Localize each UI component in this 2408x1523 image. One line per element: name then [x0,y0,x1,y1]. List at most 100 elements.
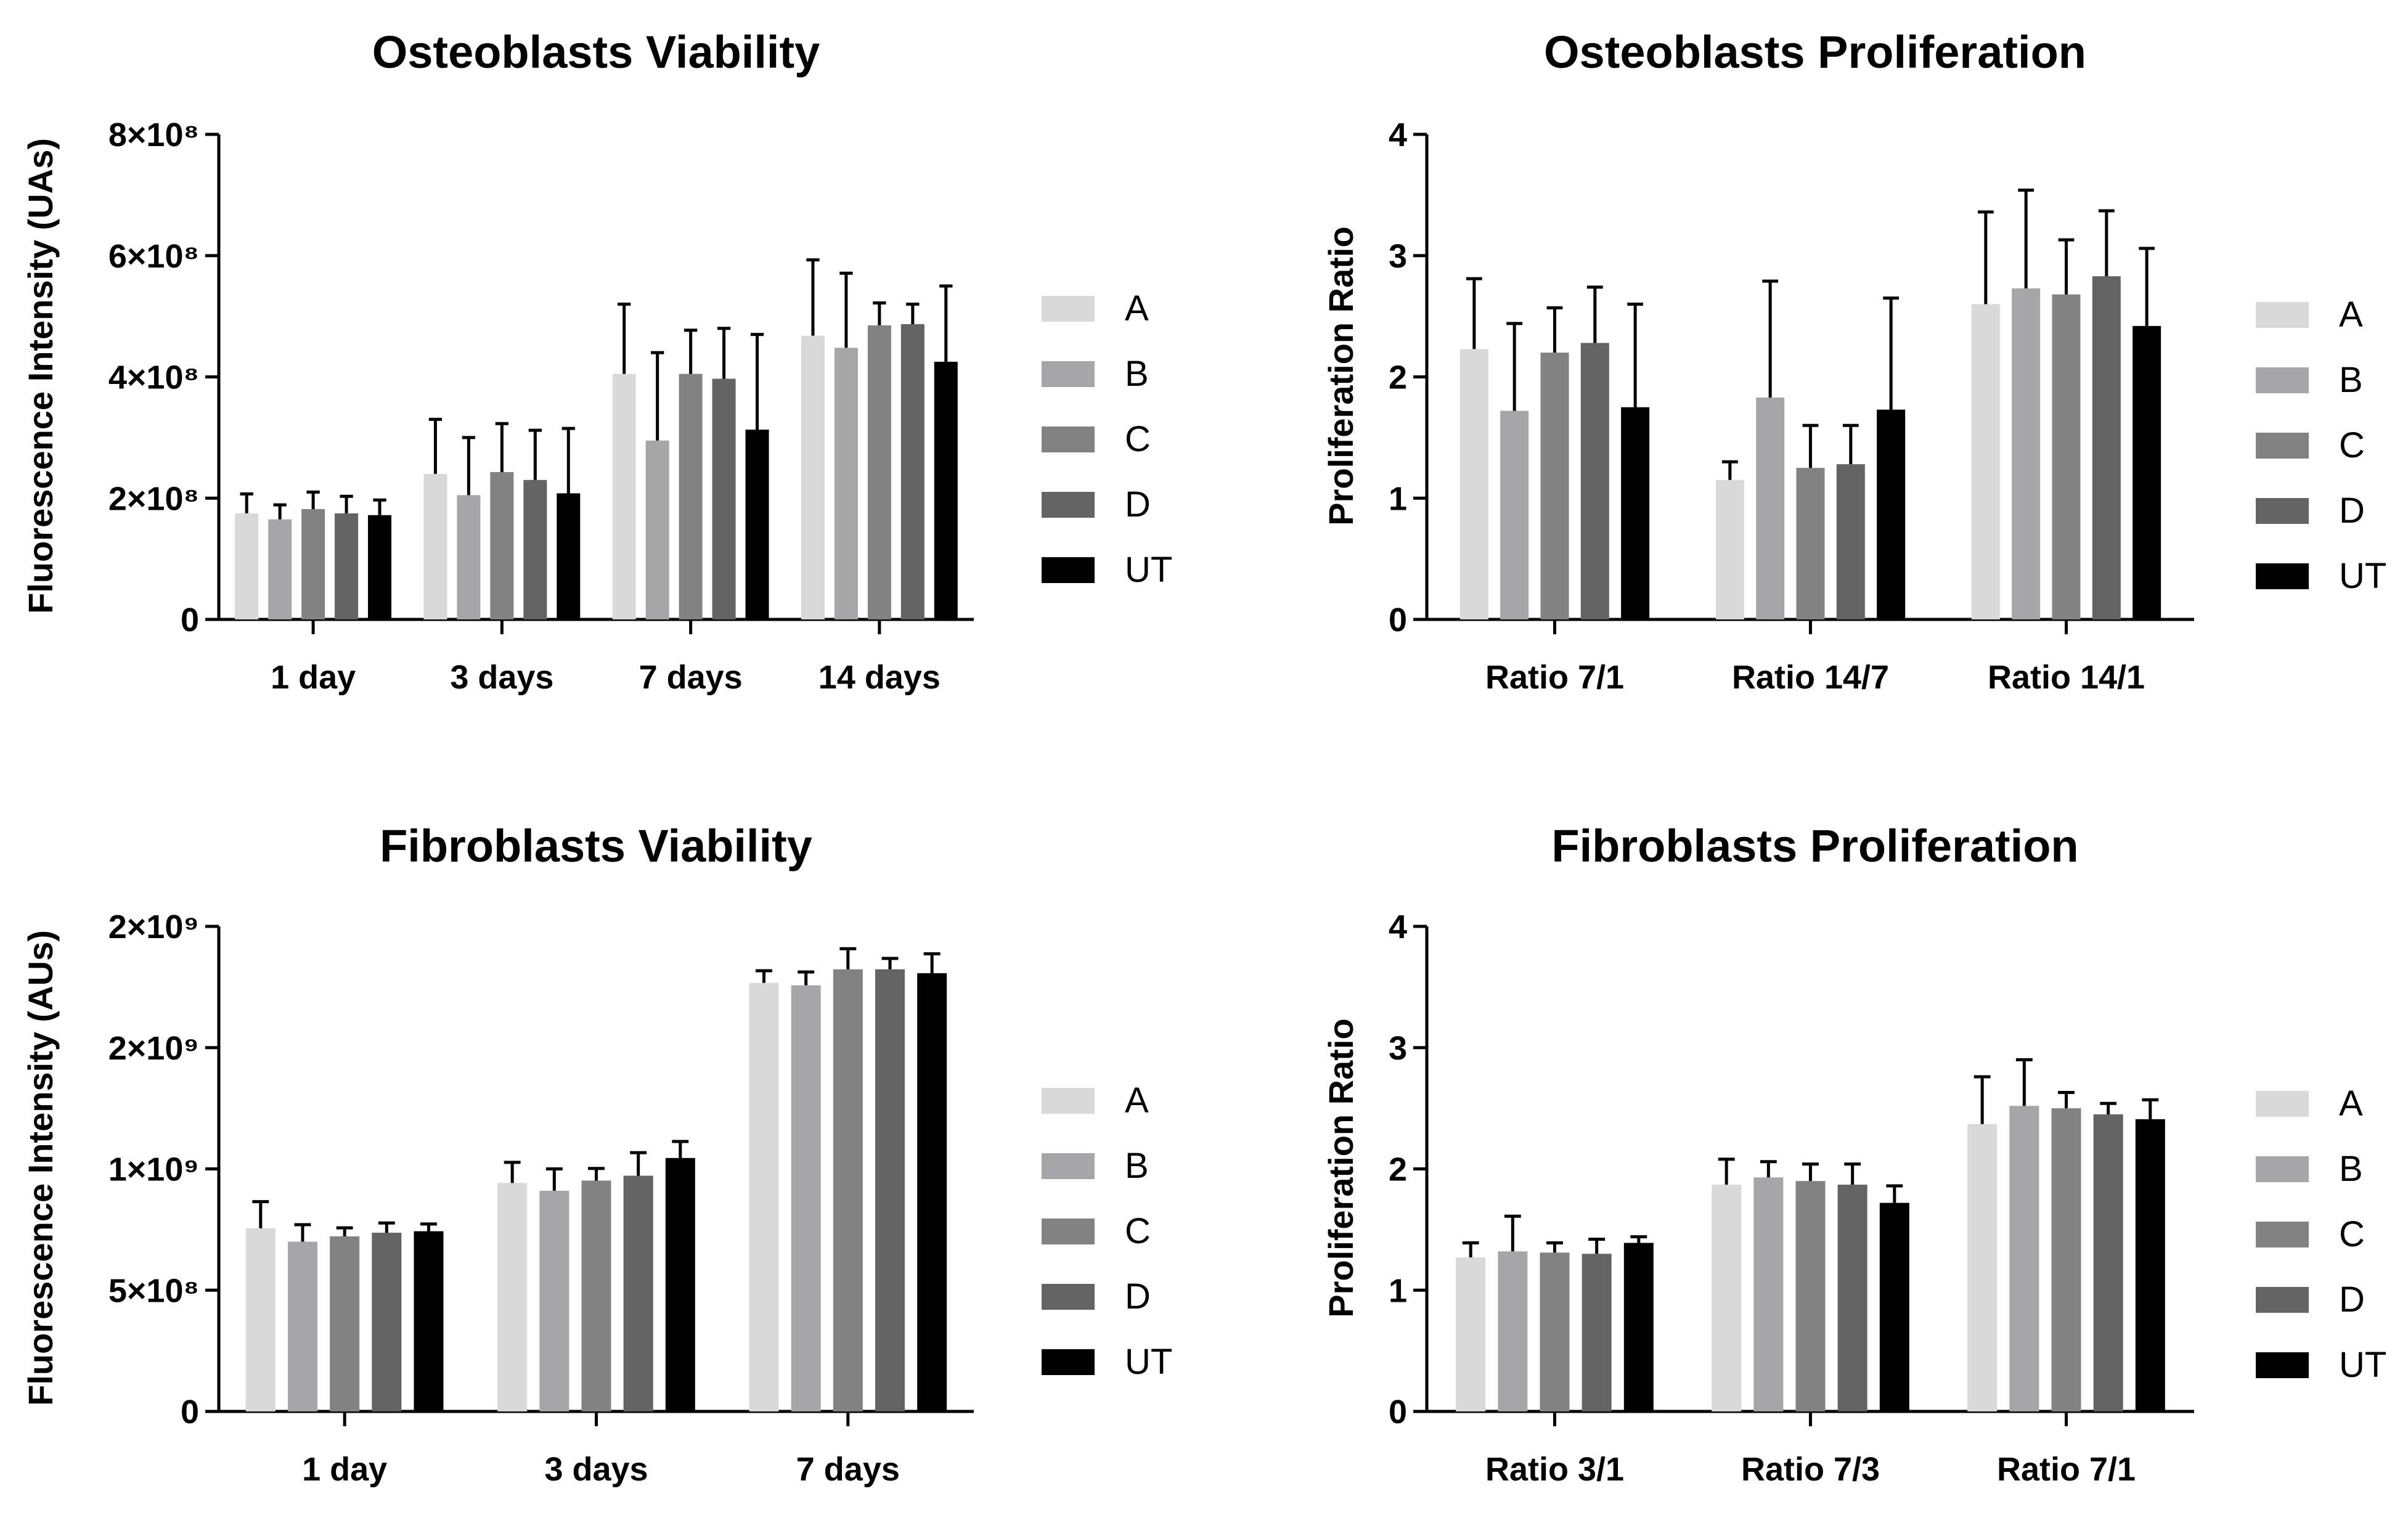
chart-title: Fibroblasts Viability [380,820,812,872]
bar [934,361,958,619]
y-tick-label: 4 [1389,116,1407,153]
y-tick-label: 1×10⁹ [108,1151,199,1188]
legend-label: UT [2339,1345,2386,1385]
bar [917,973,947,1411]
legend-label: C [1125,1211,1151,1251]
legend-label: D [1125,1276,1151,1317]
legend-swatch [2256,1352,2309,1378]
y-axis-label: Proliferation Ratio [1321,1018,1360,1317]
bar [900,324,924,619]
bar [834,348,858,619]
y-tick-label: 2×10⁸ [108,480,199,517]
bar [2133,325,2161,619]
legend-label: UT [1125,550,1172,590]
bar [368,515,392,619]
x-tick-label: 7 days [639,659,743,696]
x-tick-label: Ratio 14/1 [1988,659,2145,696]
bar [1498,1251,1528,1411]
x-tick-label: Ratio 3/1 [1485,1451,1624,1488]
y-tick-label: 0 [181,602,199,639]
bar [1795,1181,1826,1411]
y-tick-label: 0 [1389,602,1407,639]
legend-swatch [1042,1284,1095,1310]
x-tick-label: Ratio 7/1 [1997,1451,2136,1488]
legend-swatch [1042,492,1095,518]
chart-panel-4: Fibroblasts Proliferation Proliferation R… [1321,820,2386,1488]
legend-swatch [2256,563,2309,589]
bar [372,1232,402,1411]
bar [1877,409,1906,619]
legend-swatch [2256,302,2309,328]
legend-label: A [1125,288,1149,329]
bar [612,374,636,619]
y-tick-label: 2×10⁹ [108,908,199,945]
bar [1756,397,1785,619]
legend-label: C [2339,1214,2365,1254]
x-tick-label: 1 day [271,659,356,696]
y-tick-label: 8×10⁸ [108,116,199,153]
bar [2135,1119,2165,1411]
legend-label: A [2339,1084,2363,1124]
bar [665,1158,695,1411]
bar [523,480,547,619]
bar [791,985,821,1411]
legend-swatch [2256,367,2309,393]
legend-swatch [1042,1153,1095,1179]
chart-panel-1: Osteoblasts Viability Fluorescence Intens… [21,27,1172,696]
legend-swatch [1042,557,1095,583]
y-tick-label: 2×10⁹ [108,1030,199,1067]
bar [1715,480,1744,619]
x-tick-label: 1 day [302,1451,387,1488]
legend-swatch [1042,1088,1095,1114]
legend-swatch [2256,1156,2309,1182]
bar [1540,353,1569,619]
legend-label: A [1125,1080,1149,1121]
bar [1500,410,1529,619]
bar [2051,1108,2081,1411]
legend-swatch [2256,433,2309,459]
legend-label: C [1125,419,1151,459]
bar [335,513,359,619]
legend-swatch [1042,427,1095,452]
chart-panel-3: Fibroblasts Viability Fluorescence Intens… [21,820,1172,1488]
y-tick-label: 2 [1389,359,1407,396]
bar [1796,468,1825,619]
bar [457,495,481,619]
x-tick-label: 3 days [544,1451,648,1488]
bar [623,1175,653,1411]
chart-panel-2: Osteoblasts Proliferation Proliferation R… [1321,27,2386,696]
bar [2092,276,2121,619]
legend-label: D [2339,491,2365,531]
chart-title: Osteoblasts Viability [372,27,820,78]
bar [423,473,447,619]
y-tick-label: 4×10⁸ [108,359,199,396]
legend-label: UT [1125,1342,1172,1382]
y-tick-label: 6×10⁸ [108,238,199,275]
bar [2052,294,2081,620]
y-tick-label: 4 [1389,908,1407,945]
bar [301,508,325,619]
bar [497,1183,528,1411]
y-tick-label: 3 [1389,238,1407,275]
bar [288,1241,318,1411]
x-tick-label: Ratio 7/3 [1741,1451,1880,1488]
y-tick-label: 3 [1389,1030,1407,1067]
bar [875,969,905,1411]
legend-label: B [1125,354,1149,394]
bar [1971,304,2000,619]
bar [1582,1254,1612,1411]
legend-swatch [2256,1287,2309,1313]
bar [1879,1202,1909,1411]
bar [645,440,669,619]
legend-label: B [1125,1146,1149,1186]
y-tick-label: 1 [1389,480,1407,517]
bar [1540,1252,1570,1411]
y-tick-label: 5×10⁸ [108,1272,199,1309]
y-axis-label: Fluorescence Intensity (AUs) [21,930,60,1406]
legend-swatch [2256,1222,2309,1247]
legend-swatch [1042,296,1095,322]
bar [2009,1106,2039,1411]
bar [712,378,736,619]
bar [268,519,292,619]
